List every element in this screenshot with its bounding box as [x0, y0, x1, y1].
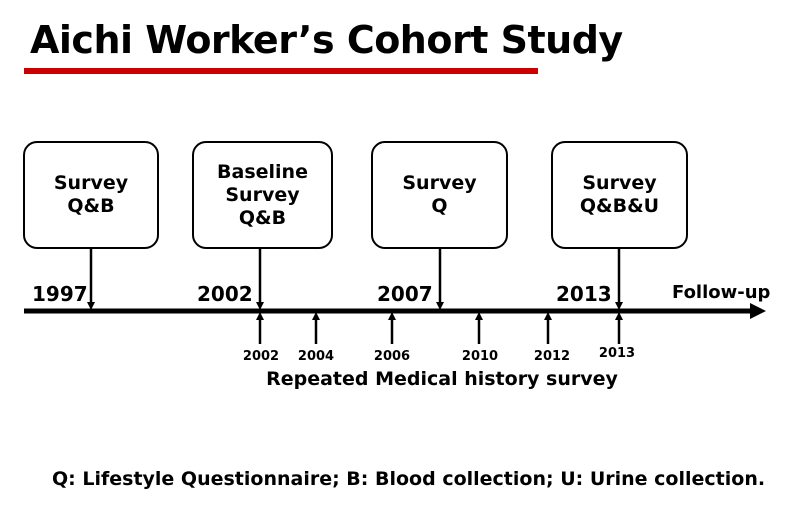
medical-year-2012: 2012 [533, 349, 571, 364]
box-line: Baseline [217, 160, 308, 183]
medical-survey-label: Repeated Medical history survey [266, 368, 618, 390]
box-line: Survey [53, 172, 129, 194]
medical-year-2004: 2004 [297, 349, 335, 364]
box-line: Q [431, 195, 448, 217]
timeline-arrowhead [750, 303, 766, 319]
medical-year-2006: 2006 [373, 349, 411, 364]
legend-text: Q: Lifestyle Questionnaire; B: Blood col… [52, 468, 766, 490]
followup-label: Follow-up [672, 282, 771, 303]
survey-box-1997: Survey Q&B [23, 141, 159, 249]
survey-box-2007: Survey Q [371, 141, 508, 249]
box-line: Q&B [238, 206, 287, 229]
box-line: Survey [402, 172, 477, 194]
box-line: Survey [582, 172, 657, 194]
box-line: Q&B [67, 195, 115, 217]
year-label-2013: 2013 [556, 282, 612, 306]
survey-box-2013: Survey Q&B&U [551, 141, 688, 249]
box-line: Survey [225, 183, 300, 206]
title-underline [24, 68, 538, 74]
survey-box-2002: Baseline Survey Q&B [192, 141, 333, 249]
page-title: Aichi Worker’s Cohort Study [30, 18, 623, 62]
medical-year-2010: 2010 [461, 349, 499, 364]
year-label-1997: 1997 [32, 282, 88, 306]
year-label-2002: 2002 [197, 282, 253, 306]
medical-year-2002: 2002 [242, 349, 280, 364]
box-line: Q&B&U [579, 195, 660, 217]
year-label-2007: 2007 [377, 282, 433, 306]
medical-year-2013: 2013 [598, 346, 636, 361]
